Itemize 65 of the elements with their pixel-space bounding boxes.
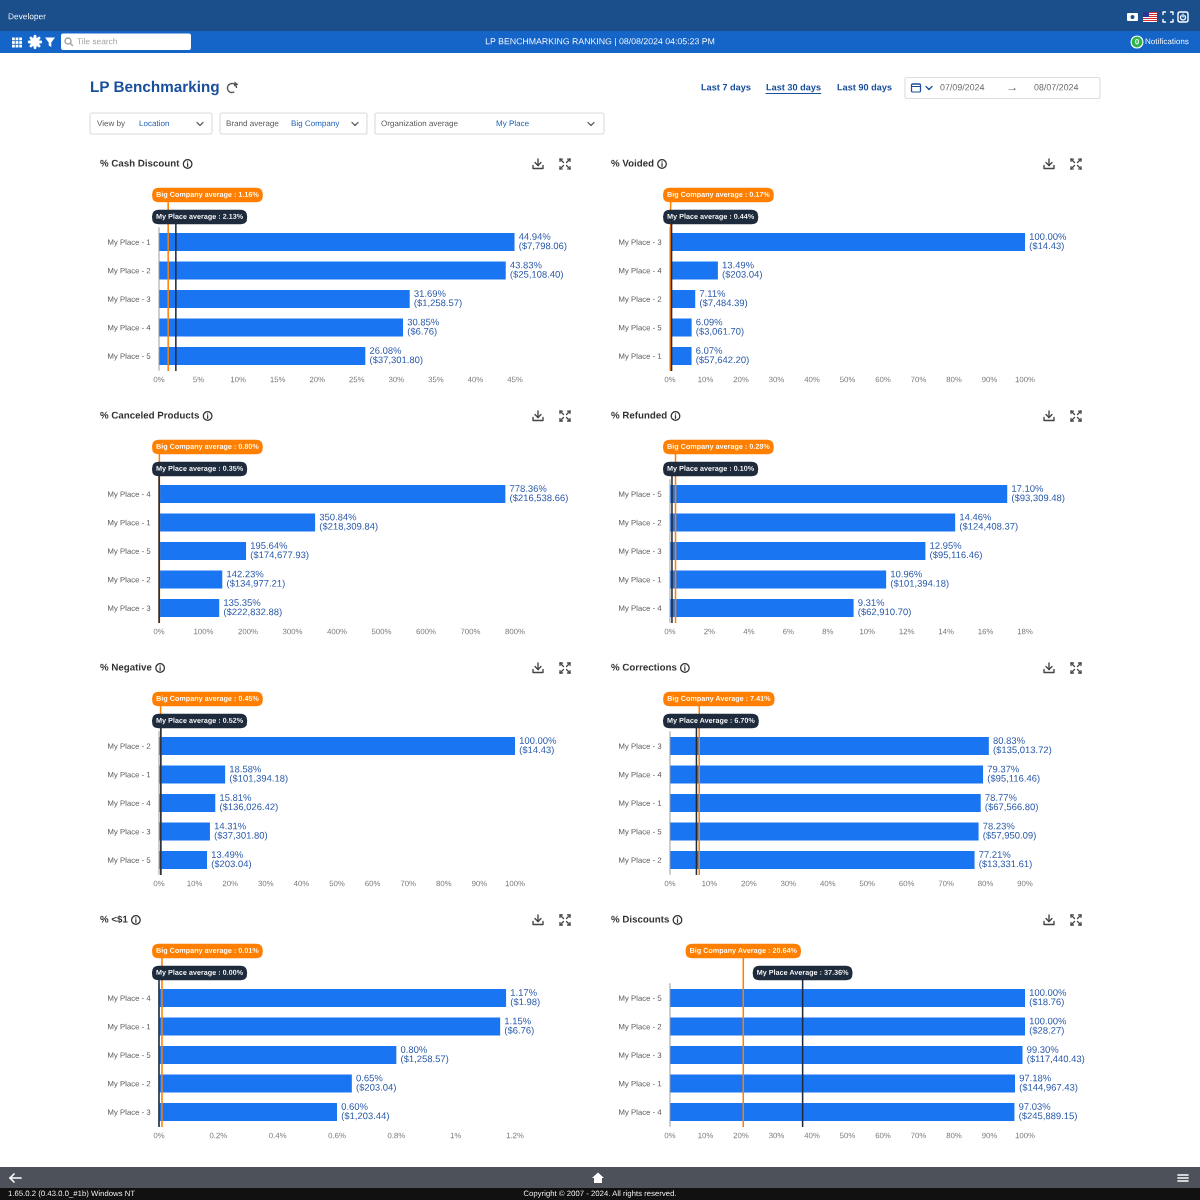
text: View by <box>97 120 126 128</box>
text: Brand average <box>226 120 279 128</box>
data-label: 1.17% ($1.98) <box>510 989 540 1008</box>
data-label: 7.11% ($7,484.39) <box>699 290 748 309</box>
data-label: 100.00% ($28.27) <box>1029 1017 1067 1036</box>
data-label: 14.46% ($124,408.37) <box>959 513 1018 532</box>
data-label: 13.49% ($203.04) <box>211 851 252 870</box>
data-label: 97.18% ($144,967.43) <box>1019 1074 1078 1093</box>
text: Location <box>139 120 169 127</box>
text: LP Benchmarking <box>91 80 219 96</box>
data-label: 43.83% ($25,108.40) <box>510 261 563 280</box>
data-label: 78.23% ($57,950.09) <box>983 822 1036 841</box>
data-label: 100.00% ($14.43) <box>519 737 557 756</box>
data-label: 97.03% ($245,889.15) <box>1019 1103 1077 1122</box>
text: Organization average <box>381 120 458 128</box>
chart-title: % Cash Discount <box>100 159 180 167</box>
data-label: 18.58% ($101,394.18) <box>229 765 288 784</box>
data-label: 30.85% ($6.76) <box>407 318 439 337</box>
data-label: 100.00% ($14.43) <box>1029 233 1067 252</box>
chart-title: % Discounts <box>611 915 669 923</box>
text: LP BENCHMARKING RANKING | 08/08/2024 04:05:23 PM <box>485 37 715 47</box>
data-label: 31.69% ($1,258.57) <box>414 290 462 309</box>
chart-title: % Refunded <box>611 411 667 419</box>
data-label: 15.81% ($136,026.42) <box>220 794 278 813</box>
data-label: 9.31% ($62,910.70) <box>858 599 911 618</box>
data-label: 78.77% ($67,566.80) <box>985 794 1038 813</box>
data-label: 0.65% ($203.04) <box>356 1074 396 1093</box>
text: Big Company <box>291 120 340 128</box>
text: Developer <box>8 13 46 21</box>
data-label: 99.30% ($117,440.43) <box>1027 1046 1085 1065</box>
text: Tile search <box>77 38 117 45</box>
data-label: 0.80% ($1,258.57) <box>400 1046 449 1065</box>
data-label: 142.23% ($134,977.21) <box>227 570 285 589</box>
text: Last 7 days <box>701 83 751 93</box>
text: Last 90 days <box>837 83 892 93</box>
data-label: 0.60% ($1,203.44) <box>341 1103 389 1122</box>
data-label: 778.36% ($216,538.66) <box>510 485 568 504</box>
chart-title: % Corrections <box>611 663 677 671</box>
data-label: 12.95% ($95,116.46) <box>930 542 982 561</box>
data-label: 10.96% ($101,394.18) <box>890 570 949 589</box>
data-label: 77.21% ($13,331.61) <box>979 851 1032 870</box>
data-label: 26.08% ($37,301.80) <box>369 347 423 366</box>
text: → <box>1008 87 1016 91</box>
chart-title: % Canceled Products <box>100 411 200 419</box>
data-label: 79.37% ($95,116.46) <box>987 765 1040 784</box>
chart-title: % Voided <box>611 159 654 167</box>
chart-title: % Negative <box>100 663 152 673</box>
text: 07/09/2024 <box>940 83 985 91</box>
data-label: 195.64% ($174,677.93) <box>250 542 309 561</box>
text: Notifications <box>1145 38 1189 45</box>
data-label: 14.31% ($37,301.80) <box>214 822 268 841</box>
data-label: 13.49% ($203.04) <box>722 261 762 280</box>
data-label: 1.15% ($6.76) <box>504 1017 534 1036</box>
data-label: 350.84% ($218,309.84) <box>319 513 378 532</box>
data-label: 6.09% ($3,061.70) <box>696 318 744 337</box>
text: 08/07/2024 <box>1034 83 1079 91</box>
data-label: 135.35% ($222,832.88) <box>223 599 282 618</box>
data-label: 17.10% ($93,309.48) <box>1012 485 1065 504</box>
text: Last 30 days <box>766 83 821 93</box>
data-label: 100.00% ($18.76) <box>1029 989 1067 1008</box>
data-label: 80.83% ($135,013.72) <box>993 737 1052 756</box>
data-label: 6.07% ($57,642.20) <box>696 347 749 366</box>
text: My Place <box>496 120 529 128</box>
data-label: 44.94% ($7,798.06) <box>518 233 567 252</box>
chart-title: % <$1 <box>100 915 128 924</box>
